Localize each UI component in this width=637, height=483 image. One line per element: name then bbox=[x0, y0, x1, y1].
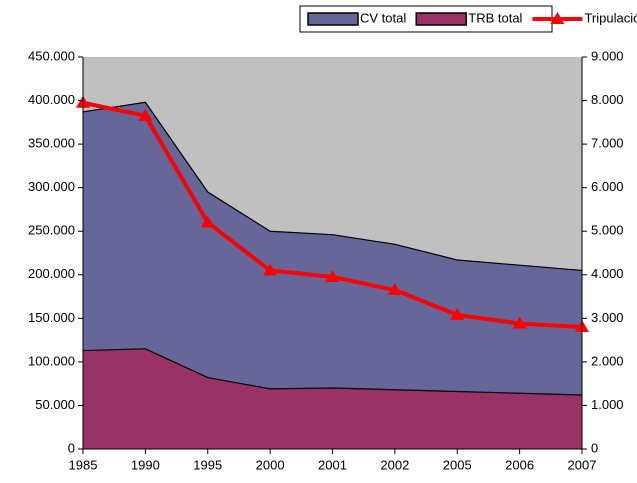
y-tick-label: 0 bbox=[68, 440, 75, 455]
marker bbox=[200, 215, 215, 228]
y2-tick-label: 4.000 bbox=[591, 266, 624, 281]
legend-swatch bbox=[415, 12, 467, 26]
marker bbox=[138, 108, 153, 121]
area-edge bbox=[82, 101, 583, 272]
y-tick-label: 250.000 bbox=[28, 223, 75, 238]
y2-tick-label: 0 bbox=[591, 440, 598, 455]
y2-tick-label: 2.000 bbox=[591, 353, 624, 368]
area bbox=[83, 348, 582, 449]
legend-label: Tripulación bbox=[584, 10, 637, 25]
marker bbox=[512, 316, 527, 329]
y-tick-label: 300.000 bbox=[28, 179, 75, 194]
y-tick-label: 50.000 bbox=[35, 397, 75, 412]
marker bbox=[450, 307, 465, 320]
y-tick-label: 450.000 bbox=[28, 48, 75, 63]
y2-tick-label: 9.000 bbox=[591, 48, 624, 63]
x-tick-label: 1990 bbox=[131, 457, 160, 472]
y-tick-label: 400.000 bbox=[28, 92, 75, 107]
y-tick-label: 200.000 bbox=[28, 266, 75, 281]
marker bbox=[387, 283, 402, 296]
x-tick-label: 1995 bbox=[193, 457, 222, 472]
y-tick-label: 150.000 bbox=[28, 310, 75, 325]
legend-swatch bbox=[307, 12, 359, 26]
marker bbox=[325, 269, 340, 282]
x-tick-label: 2006 bbox=[505, 457, 534, 472]
x-tick-label: 2002 bbox=[380, 457, 409, 472]
y2-tick-label: 6.000 bbox=[591, 179, 624, 194]
x-tick-label: 2007 bbox=[568, 457, 597, 472]
y2-tick-label: 1.000 bbox=[591, 397, 624, 412]
legend-label: CV total bbox=[360, 10, 406, 25]
y2-tick-label: 3.000 bbox=[591, 310, 624, 325]
y-tick-label: 350.000 bbox=[28, 136, 75, 151]
area-edge bbox=[82, 348, 583, 396]
y2-tick-label: 5.000 bbox=[591, 223, 624, 238]
x-tick-label: 2005 bbox=[443, 457, 472, 472]
x-tick-label: 1985 bbox=[69, 457, 98, 472]
marker bbox=[263, 263, 278, 276]
x-tick-label: 2000 bbox=[256, 457, 285, 472]
y2-tick-label: 8.000 bbox=[591, 92, 624, 107]
y2-tick-label: 7.000 bbox=[591, 136, 624, 151]
x-tick-label: 2001 bbox=[318, 457, 347, 472]
legend-label: TRB total bbox=[468, 10, 522, 25]
y-tick-label: 100.000 bbox=[28, 353, 75, 368]
legend-marker bbox=[550, 12, 565, 24]
